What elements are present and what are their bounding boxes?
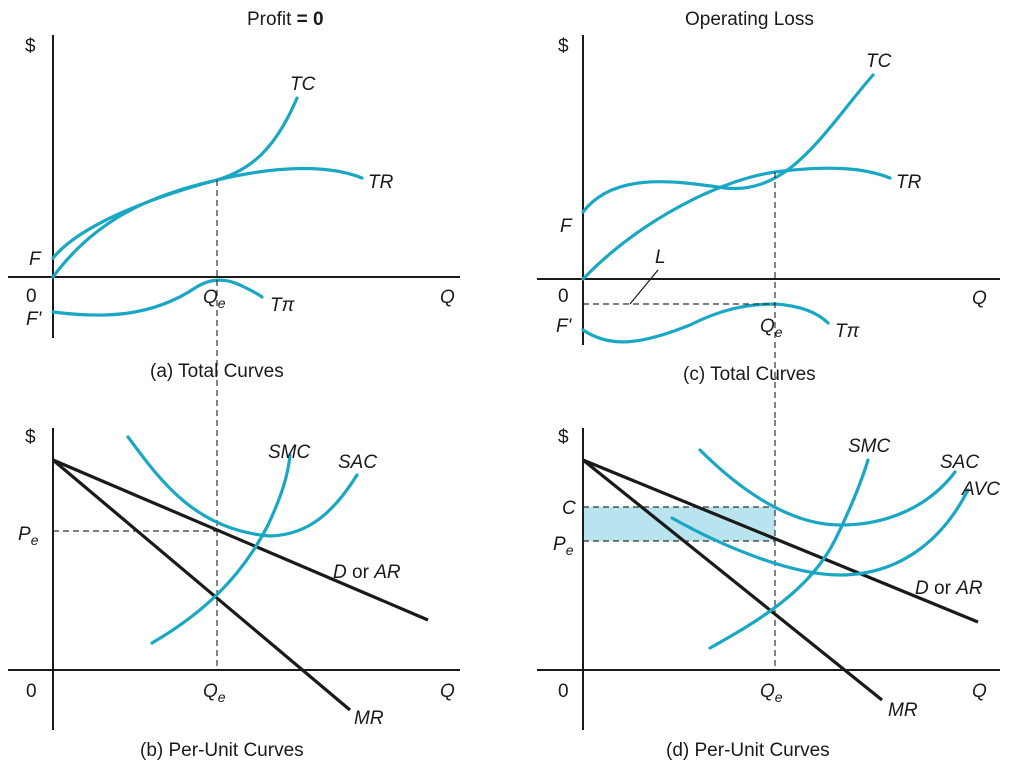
- panel-b-smc-label: SMC: [268, 442, 311, 463]
- panel-a-x-axis-label: Q: [440, 287, 455, 308]
- panel-c-origin-label: 0: [558, 286, 569, 307]
- panel-a-heading: Profit = 0: [247, 9, 324, 30]
- panel-c-fprime-label: F': [556, 316, 573, 337]
- panel-c-tr-label: TR: [896, 172, 922, 193]
- panel-d-sac-curve: [698, 448, 957, 527]
- panel-a-tc-label: TC: [290, 74, 316, 95]
- panel-d-smc-label: SMC: [848, 436, 891, 457]
- panel-b-mr-label: MR: [354, 708, 384, 729]
- panel-b-y-axis-label: $: [25, 427, 36, 448]
- panel-c-qe-label: Qe: [760, 316, 783, 340]
- panel-b-pe-label: Pe: [18, 524, 39, 548]
- panel-c-total-curves: Operating Loss $ Q 0 F F' L TC TR Qe Tπ …: [537, 9, 1000, 420]
- panel-c-tpi-label: Tπ: [835, 321, 861, 342]
- panel-d-demand-label: D or AR: [915, 578, 983, 599]
- panel-c-x-axis-label: Q: [972, 288, 987, 309]
- panel-b-x-axis-label: Q: [440, 681, 455, 702]
- panel-d-smc-curve: [708, 458, 870, 650]
- panel-d-per-unit-curves: $ Q 0 C Pe SMC SAC AVC D or AR MR Qe (d)…: [537, 420, 1000, 761]
- panel-b-mr-line: [51, 458, 352, 712]
- panel-a-tpi-label: Tπ: [270, 295, 296, 316]
- panel-b-demand-label: D or AR: [333, 562, 401, 583]
- panel-d-origin-label: 0: [558, 681, 569, 702]
- panel-b-sac-label: SAC: [338, 452, 377, 473]
- panel-d-caption: (d) Per-Unit Curves: [666, 740, 830, 761]
- panel-a-tc-curve: [51, 96, 299, 260]
- panel-d-sac-label: SAC: [940, 452, 979, 473]
- panel-d-avc-curve: [670, 488, 970, 577]
- panel-a-origin-label: 0: [26, 286, 37, 307]
- panel-b-sac-curve: [126, 435, 359, 538]
- panel-a-total-curves: Profit = 0 $ Q 0 F F' TC TR Qe Tπ (a) To…: [8, 9, 460, 420]
- panel-a-caption: (a) Total Curves: [150, 361, 284, 382]
- panel-d-c-label: C: [562, 498, 576, 519]
- panel-d-x-axis-label: Q: [972, 681, 987, 702]
- panel-c-caption: (c) Total Curves: [683, 364, 816, 385]
- panel-b-smc-curve: [150, 453, 292, 645]
- panel-c-heading: Operating Loss: [685, 9, 814, 30]
- panel-d-demand-line: [582, 458, 979, 624]
- panel-d-mr-line: [581, 458, 884, 702]
- panel-b-per-unit-curves: $ Q 0 Pe SMC SAC D or AR MR Qe (b) Per-U…: [8, 420, 460, 761]
- panel-c-f-label: F: [560, 216, 573, 237]
- panel-b-caption: (b) Per-Unit Curves: [140, 740, 304, 761]
- panel-c-tr-curve: [581, 166, 892, 281]
- panel-c-l-label: L: [655, 247, 666, 268]
- panel-d-pe-label: Pe: [553, 534, 574, 558]
- panel-d-avc-label: AVC: [961, 479, 1000, 500]
- panel-a-tpi-curve: [51, 278, 264, 317]
- panel-c-y-axis-label: $: [558, 36, 569, 57]
- panel-d-y-axis-label: $: [558, 427, 569, 448]
- panel-c-tpi-curve: [581, 302, 830, 344]
- panel-c-tc-label: TC: [866, 51, 892, 72]
- panel-b-qe-label: Qe: [203, 681, 226, 705]
- panel-d-qe-label: Qe: [760, 681, 783, 705]
- panel-a-fprime-label: F': [26, 309, 43, 330]
- panel-c-l-pointer: [629, 269, 659, 305]
- panel-b-demand-line: [52, 458, 429, 622]
- panel-a-y-axis-label: $: [25, 36, 36, 57]
- panel-a-tr-label: TR: [368, 172, 394, 193]
- panel-a-qe-label: Qe: [203, 287, 226, 311]
- panel-b-origin-label: 0: [26, 681, 37, 702]
- panel-d-mr-label: MR: [888, 700, 918, 721]
- panel-c-tc-curve: [581, 73, 875, 214]
- panel-a-f-label: F: [29, 249, 42, 270]
